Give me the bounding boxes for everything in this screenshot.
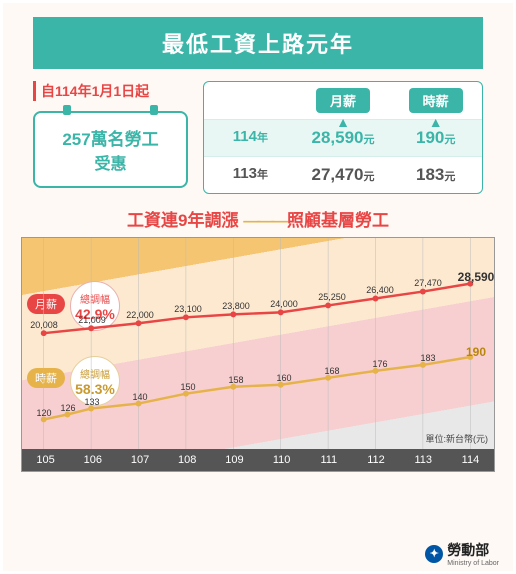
monthly-value-label: 23,800: [222, 301, 250, 311]
hourly-value-label: 176: [372, 359, 387, 369]
left-column: 自114年1月1日起 257萬名勞工 受惠: [33, 81, 188, 194]
table-row: 114年 ▲28,590元 ▲190元: [204, 119, 482, 156]
col-monthly: 月薪: [316, 88, 370, 113]
effective-date: 自114年1月1日起: [33, 81, 188, 101]
monthly-value-label: 28,590: [458, 270, 495, 284]
chart-title: 工資連9年調漲 ——— 照顧基層勞工: [21, 206, 495, 231]
monthly-value-label: 25,250: [318, 292, 346, 302]
col-hourly: 時薪: [409, 88, 463, 113]
monthly-value-label: 24,000: [270, 299, 298, 309]
monthly-value-label: 21,009: [78, 315, 106, 325]
worker-benefit: 受惠: [43, 150, 178, 174]
hourly-value-label: 126: [60, 403, 75, 413]
worker-count-card: 257萬名勞工 受惠: [33, 111, 188, 188]
ministry-name: 勞動部: [447, 540, 499, 560]
header-banner: 最低工資上路元年: [33, 17, 483, 69]
page-title: 最低工資上路元年: [33, 27, 483, 59]
arrow-up-icon: ▲: [336, 114, 350, 130]
monthly-value-label: 23,100: [174, 304, 202, 314]
unit-label: 單位:新台幣(元): [426, 432, 489, 445]
hourly-value-label: 183: [420, 353, 435, 363]
monthly-value-label: 26,400: [366, 285, 394, 295]
ministry-logo-icon: ✦: [425, 545, 443, 563]
monthly-value-label: 22,000: [126, 310, 154, 320]
hourly-value-label: 120: [36, 408, 51, 418]
top-section: 自114年1月1日起 257萬名勞工 受惠 . 月薪 時薪 114年 ▲28,5…: [3, 81, 513, 194]
hourly-value-label: 160: [276, 373, 291, 383]
monthly-value-label: 27,470: [414, 278, 442, 288]
x-axis: 105106107108109110111112113114: [22, 449, 494, 471]
monthly-value-label: 20,008: [30, 320, 58, 330]
chart-section: 工資連9年調漲 ——— 照顧基層勞工 月薪 時薪 總調幅 42.9% 總調幅 5…: [21, 206, 495, 472]
hourly-value-label: 190: [466, 345, 486, 359]
ministry-sub: Ministry of Labor: [447, 560, 499, 567]
hourly-value-label: 133: [84, 397, 99, 407]
hourly-value-label: 168: [324, 366, 339, 376]
wage-table: . 月薪 時薪 114年 ▲28,590元 ▲190元 113年 27,470元…: [203, 81, 483, 194]
table-row: 113年 27,470元 183元: [204, 156, 482, 193]
worker-count: 257萬名勞工: [43, 125, 178, 150]
line-chart: 月薪 時薪 總調幅 42.9% 總調幅 58.3% 20,00821,00922…: [21, 237, 495, 472]
footer: ✦ 勞動部 Ministry of Labor: [425, 540, 499, 567]
hourly-value-label: 140: [132, 392, 147, 402]
hourly-value-label: 150: [180, 382, 195, 392]
infographic-container: 最低工資上路元年 自114年1月1日起 257萬名勞工 受惠 . 月薪 時薪 1…: [0, 0, 516, 574]
hourly-value-label: 158: [228, 375, 243, 385]
arrow-up-icon: ▲: [429, 114, 443, 130]
